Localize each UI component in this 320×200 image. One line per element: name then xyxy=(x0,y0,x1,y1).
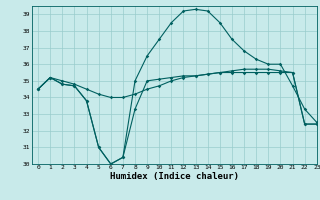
X-axis label: Humidex (Indice chaleur): Humidex (Indice chaleur) xyxy=(110,172,239,181)
